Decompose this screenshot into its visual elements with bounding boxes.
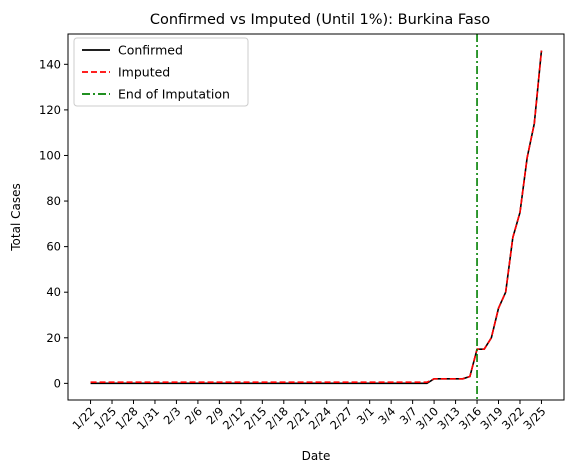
x-tick-label: 3/13	[435, 404, 463, 432]
y-tick-label: 0	[54, 376, 61, 390]
x-tick-label: 2/6	[182, 404, 205, 427]
x-tick-label: 3/10	[413, 404, 441, 432]
x-tick-label: 3/1	[354, 404, 377, 427]
x-tick-label: 1/31	[134, 404, 162, 432]
x-tick-label: 2/15	[241, 404, 269, 432]
x-tick-label: 2/12	[220, 404, 248, 432]
x-tick-label: 1/22	[70, 404, 98, 432]
chart-title: Confirmed vs Imputed (Until 1%): Burkina…	[150, 12, 490, 28]
x-tick-label: 2/24	[306, 404, 334, 432]
y-axis-title: Total Cases	[9, 183, 23, 251]
y-axis: 0 20 40 60 80 100 120 140	[39, 57, 68, 390]
x-tick-label: 1/25	[91, 404, 119, 432]
x-tick-label: 3/25	[520, 404, 548, 432]
y-tick-label: 20	[46, 331, 61, 345]
y-tick-label: 100	[39, 148, 61, 162]
legend-label-2: End of Imputation	[118, 87, 230, 102]
legend-label-1: Imputed	[118, 65, 170, 80]
x-axis-title: Date	[302, 449, 331, 463]
plot-area	[90, 34, 543, 400]
legend-box	[73, 37, 249, 107]
axes-frame	[67, 33, 565, 401]
series-line-imputed	[90, 50, 543, 384]
x-tick-label: 3/16	[456, 404, 484, 432]
x-tick-label: 2/27	[327, 404, 355, 432]
x-tick-label: 3/19	[477, 404, 505, 432]
series-line-confirmed	[90, 50, 543, 385]
x-tick-label: 2/3	[161, 404, 184, 427]
x-tick-label: 1/28	[112, 404, 140, 432]
x-tick-label: 2/18	[263, 404, 291, 432]
x-tick-label: 3/22	[499, 404, 527, 432]
x-axis: 1/221/251/281/312/32/62/92/122/152/182/2…	[70, 400, 549, 432]
legend-label-0: Confirmed	[118, 43, 183, 58]
x-tick-label: 2/21	[284, 404, 312, 432]
legend: Confirmed Imputed End of Imputation	[73, 37, 249, 107]
y-tick-label: 60	[46, 240, 61, 254]
y-tick-label: 140	[39, 57, 61, 71]
x-tick-label: 3/4	[375, 404, 398, 427]
y-tick-label: 120	[39, 103, 61, 117]
y-tick-label: 80	[46, 194, 61, 208]
y-tick-label: 40	[46, 285, 61, 299]
